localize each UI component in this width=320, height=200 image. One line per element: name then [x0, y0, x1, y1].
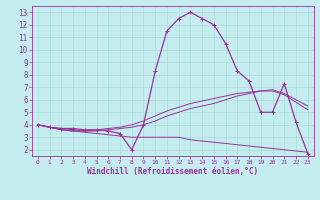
X-axis label: Windchill (Refroidissement éolien,°C): Windchill (Refroidissement éolien,°C) [87, 167, 258, 176]
